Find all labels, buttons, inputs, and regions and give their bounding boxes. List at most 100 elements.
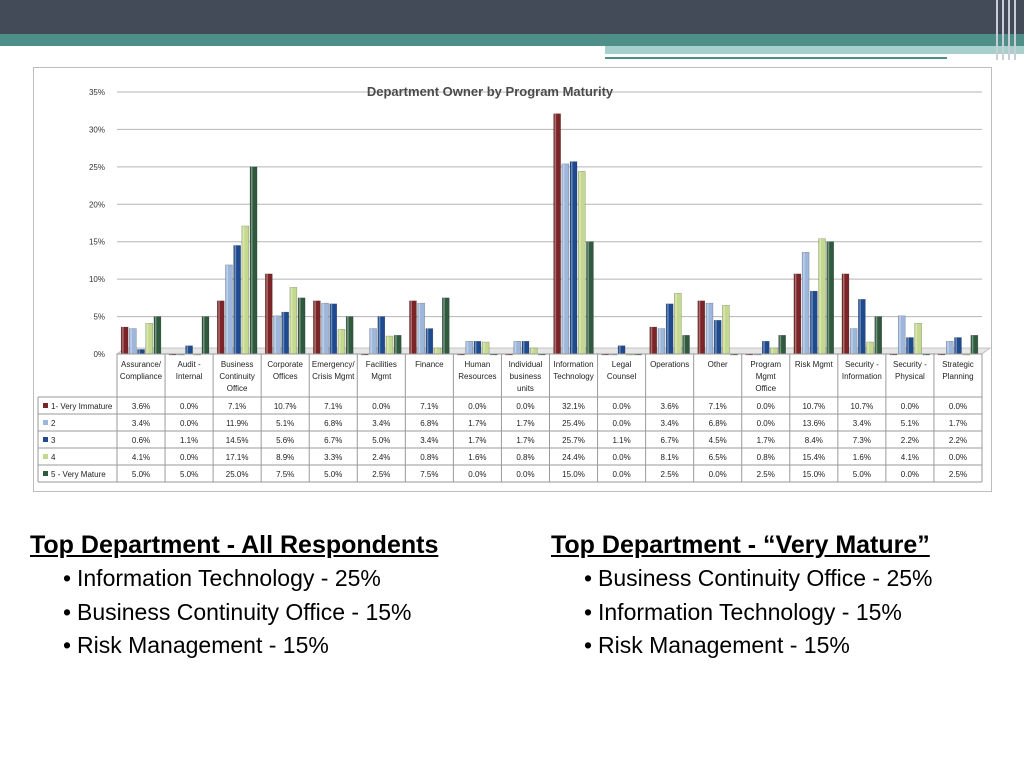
x-tick-label: Human (465, 360, 491, 369)
legend-label: 5 - Very Mature (51, 470, 106, 479)
bar-highlight (794, 273, 797, 354)
bar-highlight (146, 323, 149, 354)
bar-highlight (971, 335, 974, 354)
data-label: 17.1% (226, 453, 249, 462)
data-label: 0.0% (757, 419, 775, 428)
y-tick-label: 25% (89, 163, 105, 172)
data-label: 0.8% (757, 453, 775, 462)
data-label: 4.5% (709, 436, 727, 445)
data-label: 0.0% (612, 419, 630, 428)
section-heading: Top Department - “Very Mature” (551, 531, 930, 559)
data-label: 15.0% (802, 470, 825, 479)
x-tick-label: Other (708, 360, 728, 369)
data-label: 5.1% (901, 419, 919, 428)
bar-highlight (763, 341, 765, 354)
data-label: 0.0% (757, 402, 775, 411)
x-tick-label: Legal (612, 360, 632, 369)
x-tick-label: Office (227, 384, 248, 393)
bar-highlight (675, 293, 677, 354)
y-tick-label: 15% (89, 238, 105, 247)
data-label: 6.7% (661, 436, 679, 445)
data-label: 5.1% (276, 419, 294, 428)
data-label: 2.5% (949, 470, 967, 479)
data-label: 10.7% (274, 402, 297, 411)
bar-highlight (667, 303, 669, 354)
bullet-icon: • (63, 598, 72, 625)
bar-highlight (531, 348, 533, 354)
data-label: 3.4% (372, 419, 390, 428)
data-label: 5.0% (324, 470, 342, 479)
y-tick-label: 20% (89, 200, 105, 209)
x-tick-label: Mgmt (756, 372, 777, 381)
data-label: 7.5% (420, 470, 438, 479)
data-label: 10.7% (851, 402, 874, 411)
x-tick-label: Business (221, 360, 253, 369)
bullet-icon: • (584, 632, 593, 658)
bar-highlight (771, 348, 773, 354)
bar-highlight (138, 349, 141, 354)
bar-highlight (299, 297, 301, 354)
data-label: 1.1% (612, 436, 630, 445)
data-label: 2.4% (372, 453, 390, 462)
data-label: 24.4% (562, 453, 585, 462)
x-tick-label: Strategic (942, 360, 974, 369)
bullet-icon: • (584, 565, 593, 591)
bar-highlight (443, 297, 445, 354)
header-divider-left (0, 46, 605, 54)
x-tick-label: Corporate (267, 360, 303, 369)
data-label: 1.7% (516, 436, 534, 445)
data-label: 0.0% (180, 402, 198, 411)
x-tick-label: Security - (845, 360, 879, 369)
bar-highlight (779, 335, 782, 354)
legend-swatch (43, 420, 48, 425)
list-item-text: Business Continuity Office - 25% (598, 565, 933, 591)
data-label: 2.5% (372, 470, 390, 479)
data-label: 7.5% (276, 470, 294, 479)
x-tick-label: Assurance/ (121, 360, 162, 369)
data-label: 6.8% (709, 419, 727, 428)
data-label: 32.1% (562, 402, 585, 411)
legend-swatch (43, 454, 48, 459)
data-label: 11.9% (226, 419, 248, 428)
bar-highlight (330, 303, 333, 354)
bar-highlight (154, 316, 157, 354)
bar-highlight (466, 341, 469, 354)
bar-highlight (811, 291, 813, 354)
bar-highlight (186, 345, 189, 354)
list-item-text: Business Continuity Office - 15% (77, 598, 412, 625)
x-tick-label: Compliance (120, 372, 163, 381)
data-label: 5.0% (372, 436, 390, 445)
data-label: 1.7% (949, 419, 967, 428)
bullet-icon: • (63, 565, 72, 591)
bar-highlight (483, 342, 485, 354)
bar-highlight (715, 320, 717, 354)
bar-highlight (410, 300, 412, 354)
bar-highlight (202, 316, 205, 354)
bar-highlight (851, 328, 853, 354)
bar-highlight (571, 161, 573, 354)
bar-highlight (803, 252, 805, 354)
data-label: 0.0% (901, 402, 919, 411)
x-tick-label: Continuity (219, 372, 255, 381)
data-label: 7.1% (228, 402, 246, 411)
legend-label: 2 (51, 419, 56, 428)
x-tick-label: Technology (553, 372, 593, 381)
data-label: 6.8% (324, 419, 342, 428)
header-accent-band (0, 34, 1024, 46)
data-label: 2.5% (661, 470, 679, 479)
data-label: 5.0% (132, 470, 150, 479)
bar-highlight (218, 300, 220, 354)
data-label: 8.4% (805, 436, 823, 445)
data-label: 2.5% (757, 470, 775, 479)
maturity-bar-chart: 0% 5% 10% 15% 20% 25% 30% 35% Department Owner b… (37, 84, 991, 483)
bar-highlight (947, 341, 949, 354)
list-item-text: Information Technology - 25% (77, 565, 381, 591)
list-item-text: Information Technology - 15% (598, 598, 902, 625)
bar-highlight (122, 327, 124, 354)
data-label: 0.0% (949, 402, 967, 411)
data-label: 0.0% (949, 453, 967, 462)
data-label: 3.6% (661, 402, 679, 411)
data-label: 2.2% (949, 436, 967, 445)
x-tick-label: Resources (458, 372, 496, 381)
data-label: 8.1% (661, 453, 679, 462)
